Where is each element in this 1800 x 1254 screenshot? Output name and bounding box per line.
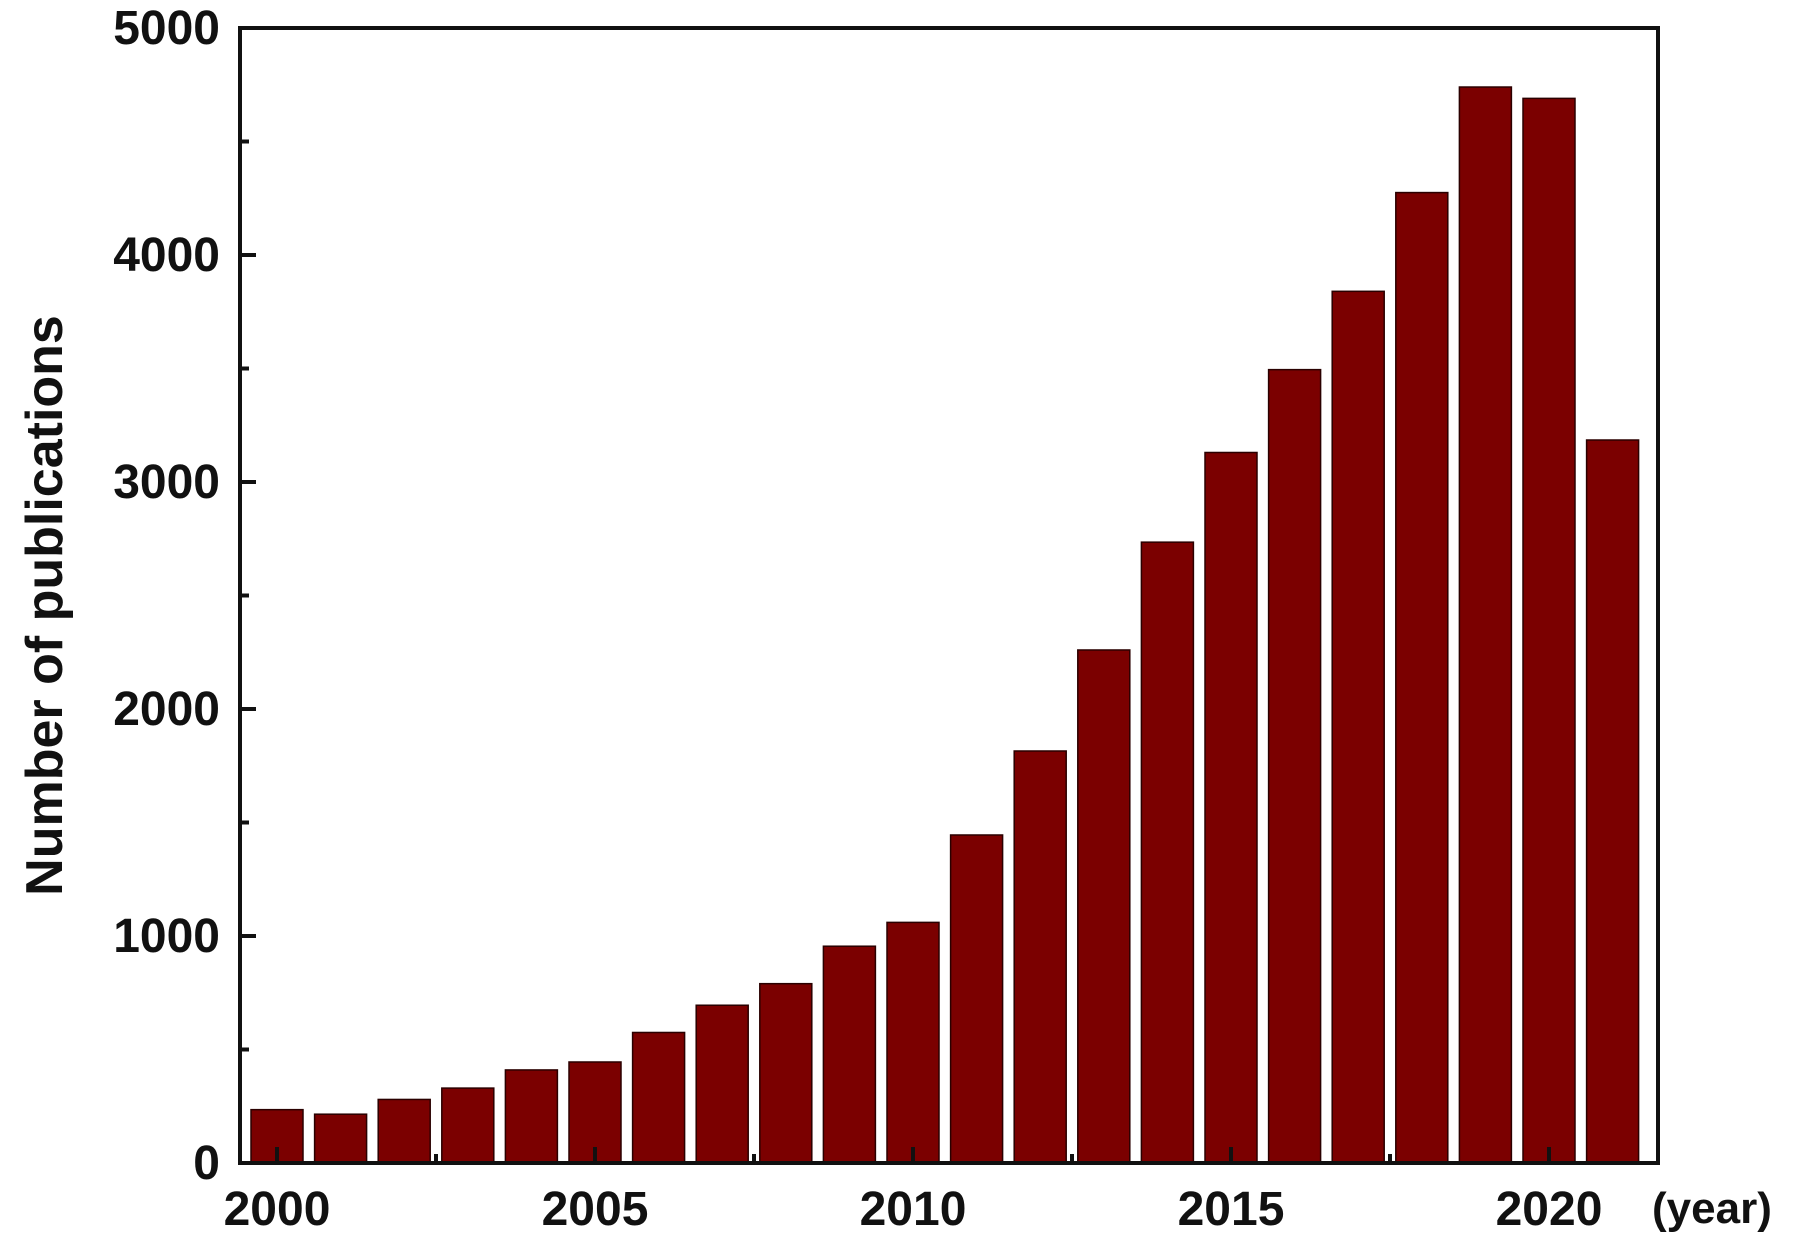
bar-2012 xyxy=(1013,750,1067,1164)
y-tick-label: 2000 xyxy=(113,683,220,736)
y-tick-label: 5000 xyxy=(113,2,220,55)
bar-2004 xyxy=(504,1069,559,1164)
x-tick-label: 2020 xyxy=(1496,1183,1603,1236)
x-tick-label: 2000 xyxy=(224,1183,331,1236)
bar-2001 xyxy=(313,1113,368,1164)
y-tick-label: 3000 xyxy=(113,456,220,509)
bar-2007 xyxy=(695,1004,749,1164)
bar-2021 xyxy=(1585,439,1640,1164)
y-axis-title: Number of publications xyxy=(16,315,74,896)
y-axis-ticks: 0 1000 2000 3000 4000 5000 xyxy=(113,2,256,1190)
x-axis-unit-label: (year) xyxy=(1652,1184,1772,1233)
bar-2008 xyxy=(759,982,813,1164)
y-tick-label: 0 xyxy=(193,1137,220,1190)
bar-2009 xyxy=(822,945,877,1164)
y-tick-label: 4000 xyxy=(113,229,220,282)
x-axis-ticks: 2000 2005 2010 2015 2020 xyxy=(224,1147,1603,1236)
bar-2015 xyxy=(1204,451,1258,1164)
bar-2006 xyxy=(631,1031,686,1164)
bar-2016 xyxy=(1267,368,1322,1164)
bar-2014 xyxy=(1140,541,1195,1164)
bar-2011 xyxy=(949,834,1004,1164)
x-tick-label: 2005 xyxy=(542,1183,649,1236)
x-tick-label: 2010 xyxy=(860,1183,967,1236)
bar-2005 xyxy=(568,1061,622,1164)
bar-2013 xyxy=(1077,649,1131,1164)
y-tick-label: 1000 xyxy=(113,910,220,963)
bar-2017 xyxy=(1331,290,1385,1164)
bar-2010 xyxy=(886,921,940,1164)
x-tick-label: 2015 xyxy=(1178,1183,1285,1236)
bar-2018 xyxy=(1395,191,1449,1164)
bar-2003 xyxy=(441,1087,495,1164)
bar-2002 xyxy=(377,1098,431,1164)
bar-2020 xyxy=(1522,97,1576,1164)
bars-group xyxy=(250,86,1640,1164)
bar-2019 xyxy=(1458,86,1513,1164)
